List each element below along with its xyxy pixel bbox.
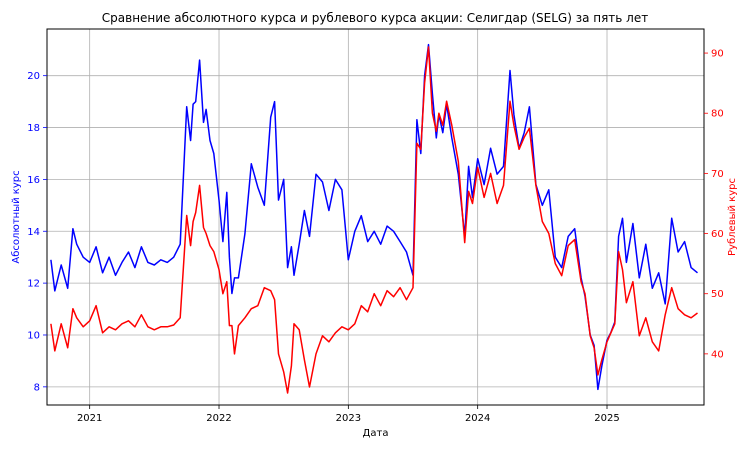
grid (47, 29, 704, 405)
x-tick-label: 2022 (206, 413, 231, 424)
x-tick-label: 2023 (336, 413, 361, 424)
x-tick-label: 2021 (77, 413, 102, 424)
y-left-tick-label: 12 (27, 279, 40, 290)
y-right-tick-label: 40 (711, 349, 724, 360)
y-left-tick-label: 10 (27, 330, 40, 341)
x-axis-label: Дата (363, 428, 389, 439)
y-left-tick-label: 16 (27, 175, 40, 186)
axes: 2021 2022 2023 2024 2025 8 10 12 14 16 18 20 40 50 60 7… (27, 49, 723, 424)
y-left-tick-label: 8 (34, 382, 40, 393)
y-right-tick-label: 80 (711, 109, 724, 120)
series-line-absolute (50, 43, 698, 391)
chart-title: Сравнение абсолютного курса и рублевого … (102, 11, 648, 25)
y-axis-left-label: Абсолютный курс (11, 170, 22, 263)
y-axis-right-label: Рублевый курс (727, 178, 738, 256)
y-left-tick-label: 18 (27, 123, 40, 134)
y-left-tick-label: 20 (27, 71, 40, 82)
plot-frame (46, 28, 705, 406)
y-right-tick-label: 90 (711, 49, 724, 60)
x-tick-label: 2024 (465, 413, 490, 424)
y-right-tick-label: 60 (711, 229, 724, 240)
x-tick-label: 2025 (594, 413, 619, 424)
series-line-ruble (50, 46, 698, 394)
y-right-tick-label: 70 (711, 169, 724, 180)
series-layer (50, 43, 698, 394)
y-right-tick-label: 50 (711, 289, 724, 300)
y-left-tick-label: 14 (27, 227, 40, 238)
